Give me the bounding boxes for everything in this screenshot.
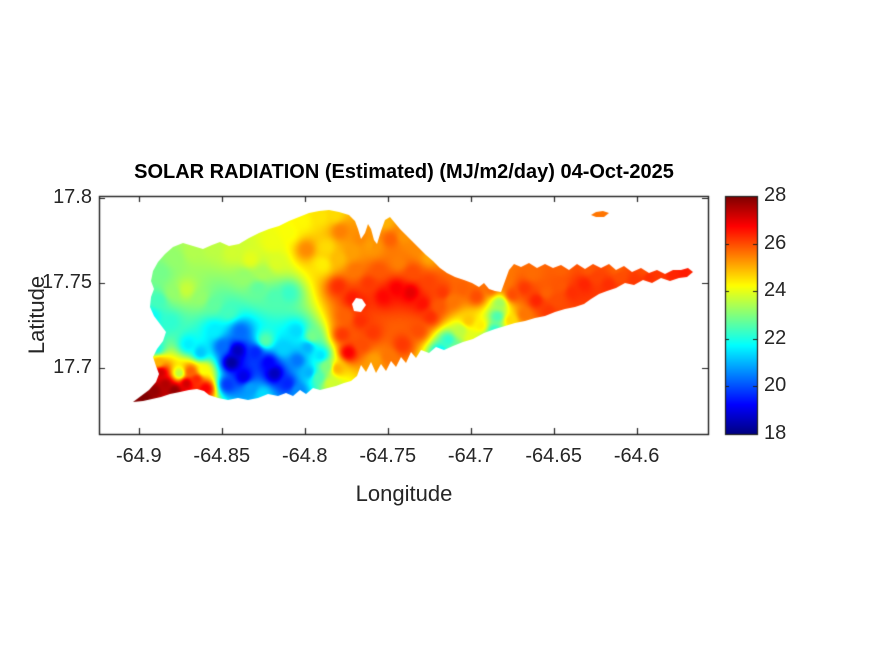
colorbar-tick-label: 28: [764, 184, 787, 206]
colorbar-tick-label: 24: [764, 279, 787, 302]
x-tick-label: -64.9: [116, 445, 162, 467]
x-tick-label: -64.85: [193, 445, 251, 467]
colorbar-tick-label: 26: [764, 231, 787, 254]
colorbar-tick-label: 22: [764, 326, 787, 349]
colorbar-tick-label: 18: [764, 422, 787, 444]
y-tick-label: 17.75: [41, 271, 92, 294]
x-tick-label: -64.7: [447, 445, 494, 467]
x-tick-label: -64.75: [359, 445, 417, 467]
colorbar-tick-label: 20: [764, 374, 787, 397]
y-tick-label: 17.8: [53, 186, 92, 209]
y-tick-label: 17.7: [53, 356, 92, 379]
chart-title: SOLAR RADIATION (Estimated) (MJ/m2/day) …: [134, 161, 674, 183]
x-tick-label: -64.6: [613, 445, 660, 467]
x-tick-label: -64.65: [525, 445, 583, 467]
x-axis-label: Longitude: [355, 481, 453, 506]
x-tick-label: -64.8: [281, 445, 328, 467]
